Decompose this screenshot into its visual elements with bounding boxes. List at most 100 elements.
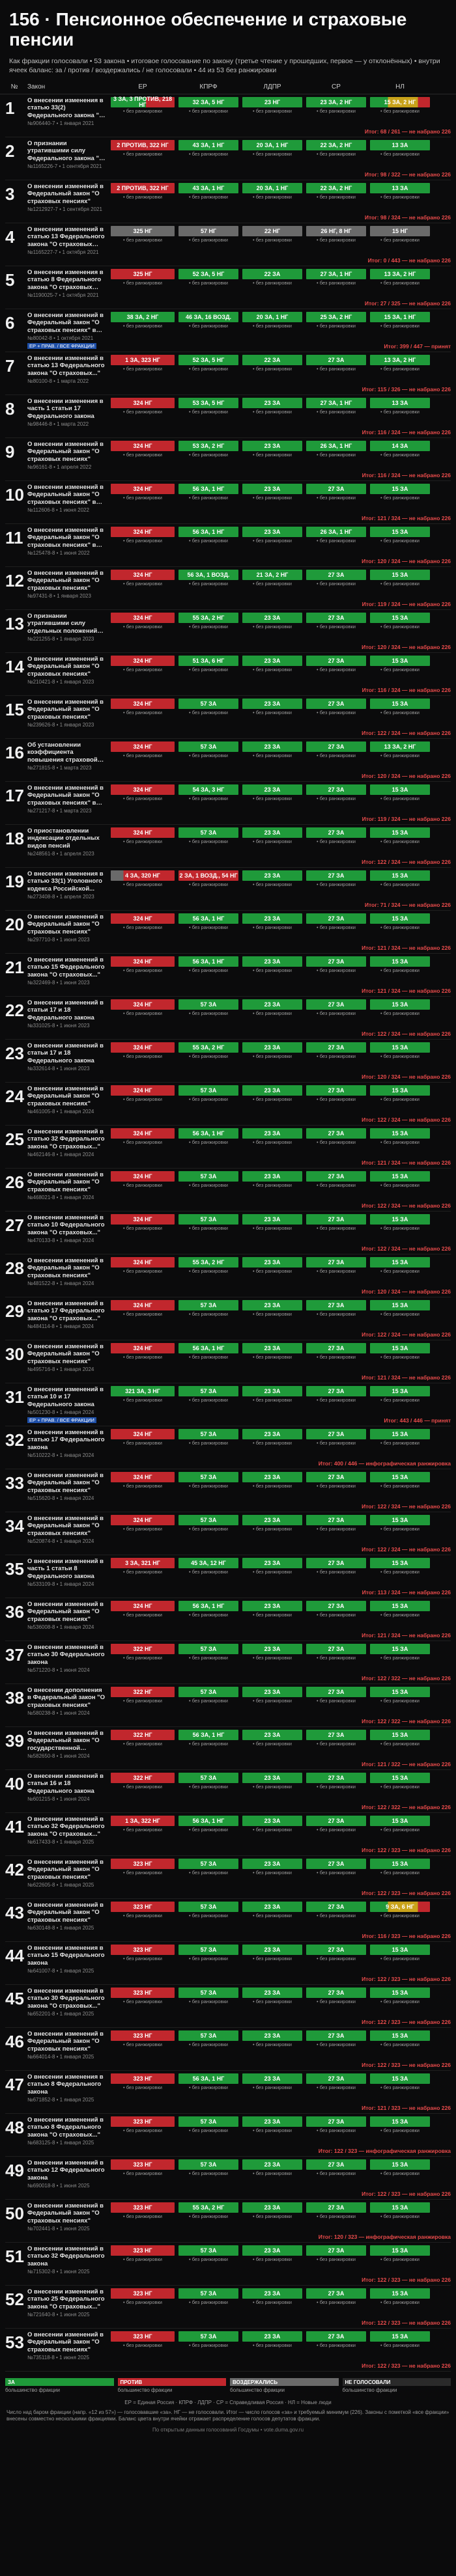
- law-title[interactable]: О внесении изменений в Федеральный закон…: [27, 1343, 104, 1365]
- table-row[interactable]: 8 О внесении изменения в часть 1 статьи 1…: [5, 395, 451, 439]
- law-cell[interactable]: О внесении изменений в Федеральный закон…: [27, 1257, 107, 1297]
- law-cell[interactable]: О внесении изменений в статью 32 Федерал…: [27, 2245, 107, 2285]
- law-cell[interactable]: О внесении изменений в статью 13 Федерал…: [27, 355, 107, 395]
- law-cell[interactable]: О внесении изменений в Федеральный закон…: [27, 1859, 107, 1898]
- law-cell[interactable]: О внесении изменений в статью 30 Федерал…: [27, 1987, 107, 2027]
- table-row[interactable]: 39 О внесении изменений в Федеральный зак…: [5, 1727, 451, 1771]
- table-row[interactable]: 15 О внесении изменений в Федеральный зак…: [5, 696, 451, 740]
- law-title[interactable]: О внесении изменения в часть 1 статьи 17…: [27, 398, 104, 420]
- law-title[interactable]: О внесении изменений в статью 10 Федерал…: [27, 1214, 105, 1236]
- law-cell[interactable]: О внесении изменения в часть 1 статьи 17…: [27, 398, 107, 437]
- law-cell[interactable]: О внесении изменений в Федеральный закон…: [27, 2331, 107, 2371]
- law-cell[interactable]: О внесении изменения в статью 8 Федераль…: [27, 2073, 107, 2113]
- table-row[interactable]: 45 О внесении изменений в статью 30 Федер…: [5, 1985, 451, 2029]
- table-row[interactable]: 38 О внесении дополнения в Федеральный за…: [5, 1684, 451, 1728]
- law-cell[interactable]: О внесении дополнения в Федеральный зако…: [27, 1687, 107, 1726]
- law-cell[interactable]: О внесении изменений в Федеральный закон…: [27, 913, 107, 953]
- law-cell[interactable]: О внесении изменений в Федеральный закон…: [27, 1171, 107, 1211]
- table-row[interactable]: 41 О внесении изменений в статью 32 Федер…: [5, 1813, 451, 1857]
- table-row[interactable]: 7 О внесении изменений в статью 13 Федера…: [5, 352, 451, 396]
- table-row[interactable]: 20 О внесении изменений в Федеральный зак…: [5, 911, 451, 954]
- law-cell[interactable]: О внесении изменений в статью 32 Федерал…: [27, 1128, 107, 1168]
- law-cell[interactable]: О внесении изменения в статью 33(2) Феде…: [27, 97, 107, 137]
- law-title[interactable]: О внесении изменений в статьи 17 и 18 Фе…: [27, 1042, 104, 1064]
- table-row[interactable]: 25 О внесении изменений в статью 32 Федер…: [5, 1126, 451, 1169]
- law-title[interactable]: О внесении изменений в Федеральный закон…: [27, 1085, 104, 1107]
- table-row[interactable]: 47 О внесении изменения в статью 8 Федера…: [5, 2071, 451, 2114]
- law-title[interactable]: Об установлении коэффициента повышения с…: [27, 741, 98, 764]
- law-cell[interactable]: О признании утратившими силу отдельных п…: [27, 613, 107, 652]
- law-title[interactable]: О внесении изменений в Федеральный закон…: [27, 2030, 104, 2053]
- law-title[interactable]: О внесении изменений в статью 32 Федерал…: [27, 1816, 105, 1838]
- law-title[interactable]: О внесении изменения в статью 8 Федераль…: [27, 269, 104, 291]
- law-title[interactable]: О внесении изменений в Федеральный закон…: [27, 1515, 104, 1537]
- law-title[interactable]: О внесении изменений в Федеральный закон…: [27, 1859, 104, 1881]
- law-cell[interactable]: О внесении изменений в Федеральный закон…: [27, 1601, 107, 1641]
- law-cell[interactable]: О внесении изменений в Федеральный закон…: [27, 1515, 107, 1555]
- law-title[interactable]: О признании утратившими силу отдельных п…: [27, 613, 98, 635]
- law-title[interactable]: О внесении изменений в Федеральный закон…: [27, 1730, 104, 1752]
- law-cell[interactable]: О признании утратившими силу Федеральног…: [27, 140, 107, 180]
- law-title[interactable]: О внесении изменений в статью 15 Федерал…: [27, 956, 105, 978]
- law-title[interactable]: О внесении изменений в Федеральный закон…: [27, 1472, 104, 1494]
- law-title[interactable]: О внесении изменений в Федеральный закон…: [27, 699, 104, 721]
- law-title[interactable]: О внесении изменений в часть 1 статьи 8 …: [27, 1558, 104, 1580]
- law-cell[interactable]: О внесении изменений в Федеральный закон…: [27, 2202, 107, 2242]
- law-cell[interactable]: О внесении изменений в статьи 10 и 17 Фе…: [27, 1386, 107, 1426]
- table-row[interactable]: 17 О внесении изменений в Федеральный зак…: [5, 782, 451, 825]
- law-title[interactable]: О внесении изменений в Федеральный закон…: [27, 913, 104, 935]
- law-title[interactable]: О внесении изменений в Федеральный закон…: [27, 527, 104, 549]
- law-cell[interactable]: О приостановлении индексации отдельных в…: [27, 827, 107, 867]
- law-cell[interactable]: О внесении изменений в Федеральный закон…: [27, 1343, 107, 1383]
- law-title[interactable]: О внесении изменений в Федеральный закон…: [27, 1902, 104, 1924]
- table-row[interactable]: 53 О внесении изменений в Федеральный зак…: [5, 2329, 451, 2372]
- law-cell[interactable]: О внесении изменений в Федеральный закон…: [27, 656, 107, 695]
- law-title[interactable]: О внесении изменений в Федеральный закон…: [27, 2331, 104, 2353]
- law-title[interactable]: О внесении изменения в статью 33(1) Угол…: [27, 870, 104, 893]
- law-title[interactable]: О внесении изменений в Федеральный закон…: [27, 1601, 104, 1623]
- table-row[interactable]: 27 О внесении изменений в статью 10 Федер…: [5, 1212, 451, 1255]
- law-title[interactable]: О внесении изменений в Федеральный закон…: [27, 441, 104, 463]
- law-title[interactable]: О внесении дополнения в Федеральный зако…: [27, 1687, 106, 1709]
- law-title[interactable]: О внесении изменений в статью 30 Федерал…: [27, 1644, 105, 1666]
- law-title[interactable]: О внесении изменений в статьи 17 и 18 Фе…: [27, 999, 104, 1021]
- law-cell[interactable]: О внесении изменений в Федеральный закон…: [27, 441, 107, 480]
- law-cell[interactable]: О внесении изменений в Федеральный закон…: [27, 484, 107, 523]
- table-row[interactable]: 10 О внесении изменений в Федеральный зак…: [5, 481, 451, 525]
- law-cell[interactable]: О внесении изменений в статью 30 Федерал…: [27, 1644, 107, 1683]
- table-row[interactable]: 1 О внесении изменения в статью 33(2) Фед…: [5, 94, 451, 138]
- law-title[interactable]: О внесении изменений в Федеральный закон…: [27, 2202, 104, 2224]
- law-title[interactable]: О внесении изменений в статью 17 Федерал…: [27, 1429, 105, 1451]
- law-title[interactable]: О внесении изменений в Федеральный закон…: [27, 312, 104, 334]
- law-title[interactable]: О внесении изменений в Федеральный закон…: [27, 570, 104, 592]
- law-cell[interactable]: О внесении изменений в часть 1 статьи 8 …: [27, 1558, 107, 1598]
- law-title[interactable]: О внесении изменений в статьи 10 и 17 Фе…: [27, 1386, 104, 1408]
- table-row[interactable]: 14 О внесении изменений в Федеральный зак…: [5, 653, 451, 697]
- table-row[interactable]: 29 О внесении изменений в статью 17 Федер…: [5, 1297, 451, 1341]
- law-title[interactable]: О внесении изменений в Федеральный закон…: [27, 1171, 104, 1193]
- law-title[interactable]: О внесении изменений в статью 8 Федераль…: [27, 2116, 104, 2139]
- law-cell[interactable]: О внесении изменений в Федеральный закон…: [27, 2030, 107, 2070]
- law-title[interactable]: О внесении изменений в Федеральный закон…: [27, 1257, 104, 1279]
- law-title[interactable]: О внесении изменения в статью 33(2) Феде…: [27, 97, 104, 119]
- law-title[interactable]: О приостановлении индексации отдельных в…: [27, 827, 100, 850]
- law-cell[interactable]: О внесении изменений в статью 10 Федерал…: [27, 1214, 107, 1254]
- law-cell[interactable]: О внесении изменений в Федеральный закон…: [27, 1902, 107, 1941]
- table-row[interactable]: 37 О внесении изменений в статью 30 Федер…: [5, 1641, 451, 1685]
- law-cell[interactable]: О внесении изменений в Федеральный закон…: [27, 527, 107, 566]
- law-cell[interactable]: О внесении изменений в статью 12 Федерал…: [27, 2159, 107, 2199]
- law-title[interactable]: О признании утратившими силу Федеральног…: [27, 140, 104, 162]
- law-cell[interactable]: О внесении изменений в статьи 17 и 18 Фе…: [27, 1042, 107, 1082]
- table-row[interactable]: 50 О внесении изменений в Федеральный зак…: [5, 2200, 451, 2243]
- law-cell[interactable]: О внесении изменений в Федеральный закон…: [27, 1472, 107, 1512]
- law-title[interactable]: О внесении изменений в статью 25 Федерал…: [27, 2288, 105, 2310]
- table-row[interactable]: 9 О внесении изменений в Федеральный зако…: [5, 438, 451, 482]
- law-cell[interactable]: О внесении изменений в статью 15 Федерал…: [27, 956, 107, 996]
- law-cell[interactable]: О внесении изменений в статью 17 Федерал…: [27, 1300, 107, 1340]
- law-cell[interactable]: О внесении изменения в статью 15 Федерал…: [27, 1945, 107, 1984]
- law-cell[interactable]: О внесении изменений в Федеральный закон…: [27, 312, 107, 352]
- law-cell[interactable]: О внесении изменений в статьи 16 и 18 Фе…: [27, 1773, 107, 1812]
- law-title[interactable]: О внесении изменений в статью 17 Федерал…: [27, 1300, 105, 1322]
- law-title[interactable]: О внесении изменений в статью 12 Федерал…: [27, 2159, 105, 2181]
- law-cell[interactable]: О внесении изменений в Федеральный закон…: [27, 570, 107, 609]
